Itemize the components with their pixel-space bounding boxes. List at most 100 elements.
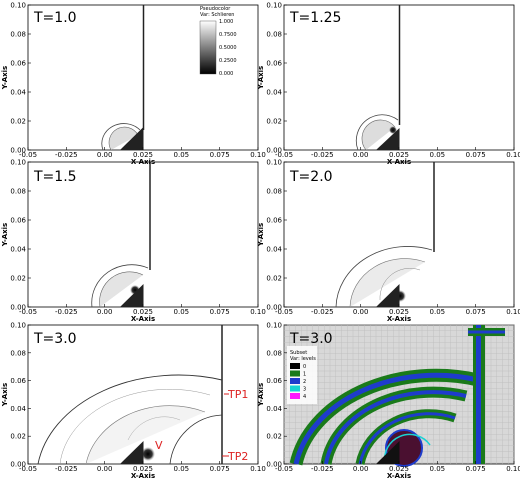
- subset-swatch: [290, 370, 300, 377]
- panel-t1: T=1.0 Pseudocolor Var: Schlieren 1.000 0…: [27, 4, 259, 151]
- x-tick-label: -0.025: [55, 465, 78, 473]
- panel-t2: T=1.25: [283, 4, 515, 151]
- time-label: T=1.5: [33, 169, 77, 185]
- y-axis-label: Y-Axis: [257, 383, 265, 407]
- x-tick-label: 0.075: [210, 308, 230, 316]
- mach-stem: [169, 414, 223, 465]
- subset-swatch-label: 4: [303, 394, 306, 400]
- x-tick-label: 0.00: [97, 465, 113, 473]
- y-tick-label: 0.00: [10, 461, 26, 469]
- y-tick-label: 0.00: [10, 304, 26, 312]
- y-tick-label: 0.04: [266, 246, 282, 254]
- x-tick-label: -0.05: [275, 465, 293, 473]
- y-tick-label: 0.10: [10, 322, 26, 330]
- panel-t4: T=2.0: [283, 161, 515, 308]
- wedge: [120, 441, 144, 464]
- reflected-shock-3: [85, 405, 206, 465]
- slip-line: [379, 268, 421, 301]
- subset-legend-items: 0 12 34: [290, 363, 306, 400]
- x-tick-label: -0.025: [311, 151, 334, 159]
- x-tick-label: -0.05: [19, 308, 37, 316]
- colorbar: [199, 20, 217, 75]
- y-tick-label: 0.00: [266, 304, 282, 312]
- plot-frame: [27, 324, 259, 465]
- y-tick-label: 0.02: [10, 118, 26, 126]
- v-label: V: [155, 439, 163, 452]
- reflected-shock-inner: [361, 119, 396, 151]
- plot-frame: [27, 161, 259, 308]
- x-tick-label: -0.05: [19, 151, 37, 159]
- axes-decorations: -0.05 -0.025 0.00 0.025 0.05 0.075 0.100.000.0…: [1, 2, 520, 481]
- y-axis-label: Y-Axis: [257, 223, 265, 247]
- x-tick-label: 0.075: [210, 151, 230, 159]
- legend-title: Pseudocolor: [200, 6, 231, 12]
- time-label: T=3.0: [33, 331, 77, 347]
- refined-shock-column-blue: [476, 325, 481, 464]
- x-tick-label: 0.00: [353, 151, 369, 159]
- x-tick-label: 0.05: [430, 151, 446, 159]
- x-axis-label: X-Axis: [131, 158, 155, 166]
- colorbar-tick: 0.2500: [219, 58, 237, 64]
- panel-t6: Subset Var: levels 0 12 34 T=3.0: [283, 324, 515, 467]
- y-tick-label: 0.02: [266, 118, 282, 126]
- x-tick-label: 0.075: [466, 308, 486, 316]
- wedge: [120, 127, 144, 150]
- colorbar-tick: 0.7500: [219, 32, 237, 38]
- tp1-label: TP1: [227, 388, 248, 401]
- x-tick-label: 0.075: [210, 465, 230, 473]
- x-tick-label: 0.05: [174, 151, 190, 159]
- y-axis-label: Y-Axis: [1, 223, 9, 247]
- x-tick-label: 0.00: [97, 308, 113, 316]
- x-tick-label: 0.025: [133, 308, 153, 316]
- refined-mid-blue: [358, 412, 456, 465]
- y-tick-label: 0.10: [266, 2, 282, 10]
- x-tick-label: 0.05: [430, 308, 446, 316]
- y-tick-label: 0.10: [10, 2, 26, 10]
- x-tick-label: 0.025: [133, 465, 153, 473]
- x-tick-label: -0.05: [19, 465, 37, 473]
- y-tick-label: 0.00: [10, 147, 26, 155]
- tp2-label: TP2: [227, 450, 248, 463]
- wedge: [376, 284, 400, 307]
- time-label: T=2.0: [289, 169, 333, 185]
- y-tick-label: 0.06: [10, 60, 26, 68]
- y-tick-label: 0.06: [266, 377, 282, 385]
- y-tick-label: 0.08: [266, 31, 282, 39]
- x-tick-label: -0.025: [55, 308, 78, 316]
- subset-swatch: [290, 363, 300, 369]
- y-tick-label: 0.08: [266, 349, 282, 357]
- y-tick-label: 0.10: [266, 322, 282, 330]
- reflected-shock-inner: [99, 271, 144, 308]
- y-tick-label: 0.10: [266, 159, 282, 167]
- subset-title: Subset: [290, 350, 307, 356]
- subset-swatch-label: 0: [303, 364, 306, 370]
- reflected-shock-inner: [349, 258, 426, 308]
- y-tick-label: 0.02: [10, 433, 26, 441]
- refined-band-outer-blue: [293, 372, 479, 465]
- x-tick-label: 0.10: [250, 308, 266, 316]
- legend-var: Var: Schlieren: [200, 12, 234, 18]
- reflected-shock: [37, 374, 223, 465]
- x-tick-label: 0.05: [430, 465, 446, 473]
- x-axis-label: X-Axis: [131, 315, 155, 323]
- x-tick-label: 0.10: [250, 465, 266, 473]
- reflected-shock: [355, 114, 399, 151]
- y-axis-label: Y-Axis: [1, 66, 9, 90]
- x-tick-label: 0.025: [389, 465, 409, 473]
- x-tick-label: 0.00: [97, 151, 113, 159]
- x-tick-label: 0.10: [250, 151, 266, 159]
- x-tick-label: 0.00: [353, 308, 369, 316]
- y-tick-label: 0.04: [266, 89, 282, 97]
- y-tick-label: 0.06: [266, 60, 282, 68]
- y-tick-label: 0.08: [10, 349, 26, 357]
- y-tick-label: 0.02: [10, 275, 26, 283]
- panel-t5: TP1 TP2 V T=3.0: [27, 324, 259, 465]
- time-label: T=1.0: [33, 10, 77, 26]
- x-tick-label: 0.075: [466, 151, 486, 159]
- y-tick-label: 0.02: [266, 275, 282, 283]
- x-axis-label: X-Axis: [387, 472, 411, 480]
- vortex: [389, 126, 397, 134]
- refined-band-inner-blue: [324, 390, 467, 465]
- plot-frame: [283, 161, 515, 308]
- x-tick-label: -0.05: [275, 151, 293, 159]
